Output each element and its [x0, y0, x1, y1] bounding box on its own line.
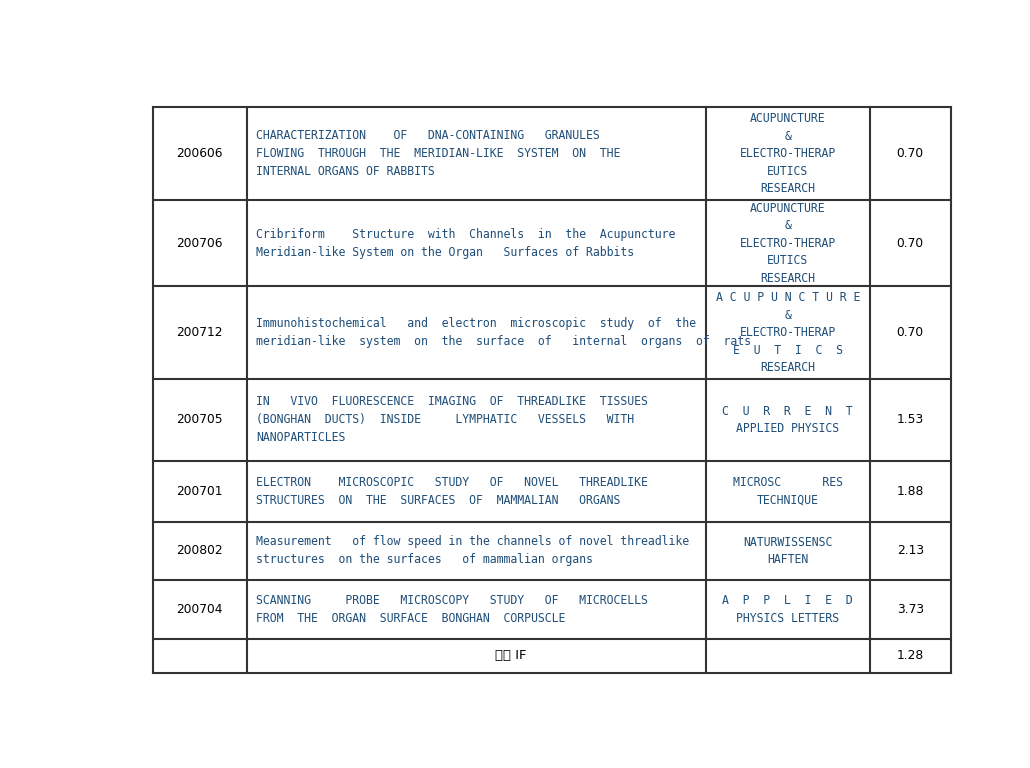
Text: SCANNING     PROBE   MICROSCOPY   STUDY   OF   MICROCELLS
FROM  THE  ORGAN  SURF: SCANNING PROBE MICROSCOPY STUDY OF MICRO… — [256, 594, 648, 625]
Text: 0.70: 0.70 — [897, 326, 924, 339]
Text: ACUPUNCTURE
&
ELECTRO-THERAP
EUTICS
RESEARCH: ACUPUNCTURE & ELECTRO-THERAP EUTICS RESE… — [740, 202, 835, 285]
Text: ELECTRON    MICROSCOPIC   STUDY   OF   NOVEL   THREADLIKE
STRUCTURES  ON  THE  S: ELECTRON MICROSCOPIC STUDY OF NOVEL THRE… — [256, 475, 648, 507]
Text: CHARACTERIZATION    OF   DNA-CONTAINING   GRANULES
FLOWING  THROUGH  THE  MERIDI: CHARACTERIZATION OF DNA-CONTAINING GRANU… — [256, 129, 621, 178]
Text: 200704: 200704 — [176, 603, 224, 616]
Text: 200706: 200706 — [176, 237, 224, 250]
Text: 200701: 200701 — [176, 485, 224, 498]
Text: 200606: 200606 — [176, 147, 224, 161]
Text: 200802: 200802 — [176, 545, 224, 558]
Text: 1.28: 1.28 — [896, 649, 924, 662]
Text: 200705: 200705 — [176, 413, 224, 426]
Text: A  P  P  L  I  E  D
PHYSICS LETTERS: A P P L I E D PHYSICS LETTERS — [722, 594, 853, 624]
Text: 200712: 200712 — [176, 326, 224, 339]
Text: IN   VIVO  FLUORESCENCE  IMAGING  OF  THREADLIKE  TISSUES
(BONGHAN  DUCTS)  INSI: IN VIVO FLUORESCENCE IMAGING OF THREADLI… — [256, 396, 648, 445]
Text: 평균 IF: 평균 IF — [495, 649, 527, 662]
Text: 3.73: 3.73 — [897, 603, 924, 616]
Text: 0.70: 0.70 — [897, 147, 924, 161]
Text: MICROSC      RES
TECHNIQUE: MICROSC RES TECHNIQUE — [732, 476, 843, 506]
Text: 1.53: 1.53 — [896, 413, 924, 426]
Text: Measurement   of flow speed in the channels of novel threadlike
structures  on t: Measurement of flow speed in the channel… — [256, 535, 690, 567]
Text: ACUPUNCTURE
&
ELECTRO-THERAP
EUTICS
RESEARCH: ACUPUNCTURE & ELECTRO-THERAP EUTICS RESE… — [740, 112, 835, 195]
Text: 0.70: 0.70 — [897, 237, 924, 250]
Text: A C U P U N C T U R E
&
ELECTRO-THERAP
E  U  T  I  C  S
RESEARCH: A C U P U N C T U R E & ELECTRO-THERAP E… — [716, 291, 860, 374]
Text: NATURWISSENSC
HAFTEN: NATURWISSENSC HAFTEN — [743, 535, 832, 566]
Text: 2.13: 2.13 — [897, 545, 924, 558]
Text: Immunohistochemical   and  electron  microscopic  study  of  the
meridian-like  : Immunohistochemical and electron microsc… — [256, 317, 752, 348]
Text: Cribriform    Structure  with  Channels  in  the  Acupuncture
Meridian-like Syst: Cribriform Structure with Channels in th… — [256, 227, 676, 259]
Text: C  U  R  R  E  N  T
APPLIED PHYSICS: C U R R E N T APPLIED PHYSICS — [722, 405, 853, 435]
Text: 1.88: 1.88 — [896, 485, 924, 498]
